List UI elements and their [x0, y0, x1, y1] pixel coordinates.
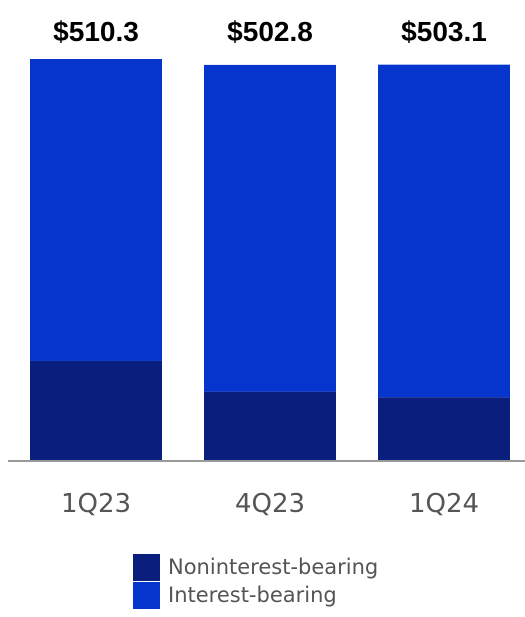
- legend-item-noninterest-bearing: Noninterest-bearing: [133, 553, 378, 581]
- total-label-1q23: $510.3: [53, 16, 139, 47]
- legend-swatch-noninterest-bearing: [133, 553, 160, 581]
- legend-label-noninterest-bearing: Noninterest-bearing: [168, 555, 379, 579]
- total-label-1q24: $503.1: [401, 16, 487, 47]
- bar-4q23-noninterest-bearing: [204, 391, 336, 461]
- bar-1q23-interest-bearing: [30, 59, 162, 361]
- legend-label-interest-bearing: Interest-bearing: [168, 583, 337, 607]
- bar-1q24-noninterest-bearing: [378, 397, 510, 461]
- category-label-1q23: 1Q23: [61, 489, 131, 519]
- category-label-4q23: 4Q23: [235, 489, 305, 519]
- bar-4q23-interest-bearing: [204, 64, 336, 392]
- legend-swatch-interest-bearing: [133, 581, 160, 609]
- bars-group: [30, 59, 510, 461]
- legend: Noninterest-bearing Interest-bearing: [133, 553, 378, 609]
- legend-item-interest-bearing: Interest-bearing: [133, 581, 378, 609]
- bar-1q24-interest-bearing: [378, 64, 510, 398]
- category-label-1q24: 1Q24: [409, 489, 479, 519]
- bar-1q23-noninterest-bearing: [30, 360, 162, 461]
- labels-group: $510.3 1Q23 $502.8 4Q23 $503.1 1Q24: [53, 16, 487, 519]
- total-label-4q23: $502.8: [227, 16, 313, 47]
